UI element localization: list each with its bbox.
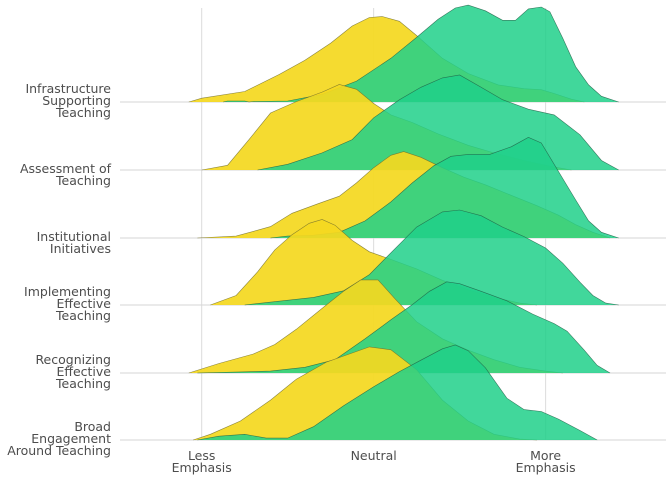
- ridge-green-outline-recognizing-effective-teaching: [197, 281, 611, 374]
- ridge-green-implementing-effective-teaching: [244, 210, 619, 305]
- x-tick-label-2: Neutral: [351, 448, 397, 463]
- category-label-line: Effective: [56, 296, 111, 311]
- ridge-green-infrastructure-supporting-teaching: [223, 5, 619, 103]
- category-label-line: Recognizing: [35, 352, 111, 367]
- ridge-green-outline-assessment-of-teaching: [257, 74, 619, 171]
- category-label-line: Teaching: [55, 376, 111, 391]
- category-label-line: Broad: [74, 419, 111, 434]
- ridge-green-outline-broad-engagement-around-teaching: [197, 344, 598, 441]
- x-tick-label-line: More: [530, 448, 561, 463]
- category-label-broad-engagement-around-teaching: Broad Engagement Around Teaching: [7, 419, 111, 458]
- category-label-line: Implementing: [24, 284, 111, 299]
- ridge-green-recognizing-effective-teaching: [197, 281, 611, 373]
- category-label-recognizing-effective-teaching: Recognizing Effective Teaching: [35, 352, 111, 391]
- ridge-yellow-implementing-effective-teaching: [210, 219, 538, 305]
- category-label-line: Infrastructure: [25, 81, 111, 96]
- x-tick-label-line: Emphasis: [516, 460, 576, 475]
- category-label-line: Teaching: [55, 105, 111, 120]
- category-label-line: Teaching: [55, 173, 111, 188]
- category-label-line: Teaching: [55, 308, 111, 323]
- x-tick-label-line: Emphasis: [172, 460, 232, 475]
- ridge-areas: [188, 4, 619, 441]
- x-tick-label-1: Less Emphasis: [172, 448, 232, 475]
- ridge-green-broad-engagement-around-teaching: [197, 345, 598, 440]
- category-labels: Infrastructure Supporting TeachingAssessme…: [7, 81, 111, 458]
- category-label-line: Effective: [56, 364, 111, 379]
- ridge-green-institutional-initiatives: [270, 137, 619, 238]
- ridge-yellow-recognizing-effective-teaching: [188, 279, 563, 373]
- category-label-line: Institutional: [37, 229, 111, 244]
- category-label-line: Supporting: [42, 93, 111, 108]
- category-label-line: Engagement: [31, 431, 111, 446]
- category-label-line: Initiatives: [50, 241, 111, 256]
- ridge-green-outline-implementing-effective-teaching: [244, 209, 619, 306]
- category-label-implementing-effective-teaching: Implementing Effective Teaching: [24, 284, 111, 323]
- category-label-institutional-initiatives: Institutional Initiatives: [37, 229, 111, 256]
- x-tick-label-line: Less: [188, 448, 215, 463]
- category-label-line: Assessment of: [20, 161, 112, 176]
- category-label-line: Around Teaching: [7, 443, 111, 458]
- x-tick-label-line: Neutral: [351, 448, 397, 463]
- ridge-green-outline-infrastructure-supporting-teaching: [223, 4, 619, 103]
- category-label-infrastructure-supporting-teaching: Infrastructure Supporting Teaching: [25, 81, 111, 120]
- category-label-assessment-of-teaching: Assessment of Teaching: [20, 161, 112, 188]
- x-tick-label-3: More Emphasis: [516, 448, 576, 475]
